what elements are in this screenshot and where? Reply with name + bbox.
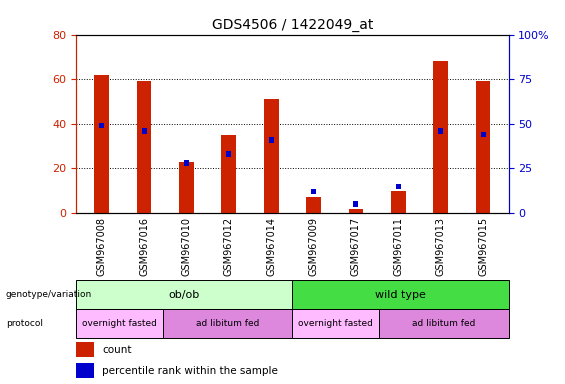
Text: protocol: protocol	[6, 319, 42, 328]
Bar	[391, 191, 406, 213]
Bar	[476, 81, 490, 213]
Bar	[99, 123, 104, 128]
Bar	[354, 201, 358, 207]
Text: ad libitum fed: ad libitum fed	[196, 319, 259, 328]
Bar	[293, 309, 379, 338]
Bar	[379, 309, 508, 338]
Bar	[438, 128, 444, 134]
Bar	[184, 161, 189, 166]
Text: genotype/variation: genotype/variation	[6, 290, 92, 299]
Bar	[94, 75, 109, 213]
Bar	[137, 81, 151, 213]
Bar	[179, 162, 194, 213]
Bar	[293, 280, 508, 309]
Text: overnight fasted: overnight fasted	[82, 319, 157, 328]
Bar	[226, 151, 232, 157]
Bar	[76, 342, 94, 357]
Bar	[221, 135, 236, 213]
Text: wild type: wild type	[375, 290, 426, 300]
Bar	[76, 309, 163, 338]
Bar	[76, 280, 293, 309]
Bar	[264, 99, 279, 213]
Text: ob/ob: ob/ob	[169, 290, 200, 300]
Bar	[306, 197, 321, 213]
Bar	[311, 189, 316, 194]
Bar	[481, 132, 486, 137]
Text: percentile rank within the sample: percentile rank within the sample	[102, 366, 278, 376]
Bar	[142, 128, 147, 134]
Text: count: count	[102, 345, 132, 355]
Text: overnight fasted: overnight fasted	[298, 319, 373, 328]
Bar	[163, 309, 293, 338]
Bar	[396, 184, 401, 189]
Title: GDS4506 / 1422049_at: GDS4506 / 1422049_at	[212, 18, 373, 32]
Bar	[269, 137, 274, 143]
Text: ad libitum fed: ad libitum fed	[412, 319, 475, 328]
Bar	[76, 363, 94, 378]
Bar	[433, 61, 448, 213]
Bar	[349, 209, 363, 213]
